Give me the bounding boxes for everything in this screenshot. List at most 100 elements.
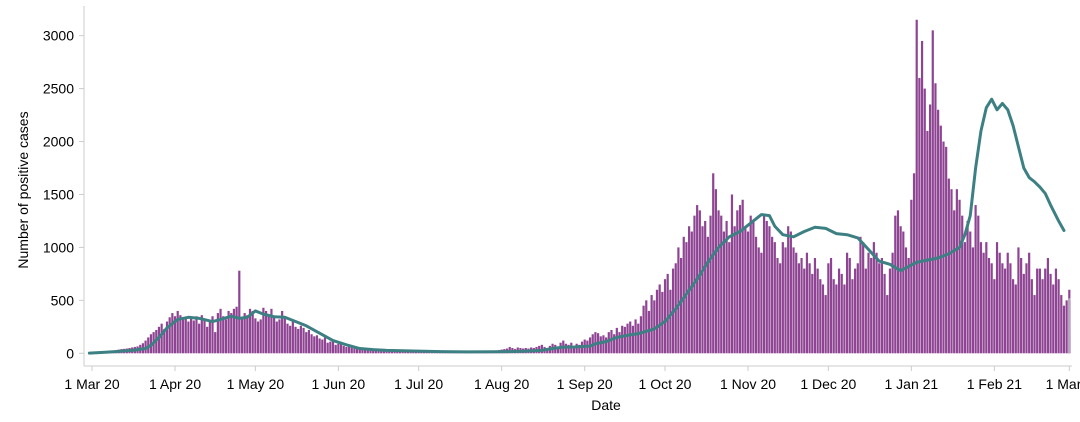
case-bar (187, 321, 190, 354)
case-bar (875, 252, 878, 354)
x-tick-label: 1 Aug 20 (474, 376, 529, 392)
case-bar (714, 189, 717, 354)
case-bar (752, 220, 755, 354)
case-bar (307, 330, 311, 354)
case-bar (230, 313, 233, 354)
case-bar (886, 295, 889, 354)
case-bar (899, 226, 902, 354)
case-bar (773, 242, 776, 354)
case-bar (650, 295, 653, 354)
case-bar (572, 345, 576, 354)
case-bar (1044, 268, 1047, 354)
case-bar (556, 346, 560, 354)
case-bar (776, 258, 779, 354)
case-bar (979, 242, 983, 354)
case-bar (701, 226, 704, 354)
case-bar (728, 242, 731, 354)
case-bar (227, 310, 230, 354)
case-bar (323, 337, 327, 354)
case-bar (326, 342, 329, 354)
case-bar (854, 268, 857, 354)
case-bar (829, 258, 833, 354)
case-bar (813, 258, 817, 354)
case-bar (934, 83, 937, 354)
case-bar (222, 316, 225, 354)
case-bar (658, 284, 661, 354)
case-bar (990, 263, 993, 354)
case-bar (334, 344, 337, 354)
case-bar (208, 321, 211, 354)
case-bar (974, 205, 977, 354)
case-bar (567, 344, 570, 354)
case-bar (382, 350, 385, 354)
case-bar (859, 236, 862, 354)
case-bar (173, 316, 177, 354)
x-tick-label: 1 Mar 2 (1046, 376, 1080, 392)
case-bar (698, 210, 701, 354)
case-bar (345, 346, 348, 354)
case-bar (717, 210, 720, 354)
x-tick-label: 1 Feb 21 (967, 376, 1022, 392)
case-bar (832, 279, 835, 354)
case-bar (679, 258, 683, 354)
axes-layer (83, 6, 1072, 367)
case-bar (942, 141, 945, 354)
y-tick-label: 0 (66, 345, 74, 361)
case-bar (575, 343, 578, 354)
case-bar (1022, 273, 1025, 354)
case-bar (1014, 284, 1017, 354)
case-bar (364, 349, 367, 354)
case-bar (361, 348, 364, 354)
case-bar (995, 242, 999, 354)
case-bar (961, 215, 964, 354)
case-bar (746, 231, 750, 354)
case-bar (1065, 300, 1068, 354)
case-bar (928, 104, 932, 354)
case-bar (605, 337, 608, 354)
case-bar (251, 310, 254, 354)
x-tick-label: 1 May 20 (227, 376, 285, 392)
case-bar (760, 252, 763, 354)
case-bar (610, 330, 613, 354)
case-bar (779, 263, 782, 354)
case-bar (784, 247, 787, 354)
case-bar (971, 247, 975, 354)
case-bar (757, 247, 760, 354)
case-bar (347, 344, 351, 354)
case-bar (615, 327, 618, 354)
case-bar (856, 263, 859, 354)
case-bar (623, 326, 626, 354)
case-bar (958, 199, 961, 354)
case-bar (243, 313, 246, 354)
case-bar (955, 189, 958, 354)
case-bar (666, 273, 669, 354)
case-bar (313, 336, 316, 354)
case-bar (634, 319, 637, 354)
case-bar (811, 273, 814, 354)
case-bar (224, 319, 228, 354)
case-bar (281, 310, 284, 354)
case-bar (168, 317, 171, 354)
case-bar (862, 242, 865, 354)
case-bar (902, 231, 905, 354)
case-bar (1009, 263, 1012, 354)
case-bar (950, 189, 953, 354)
case-bar (888, 268, 892, 354)
case-bar (278, 319, 281, 354)
seven-day-average-line (87, 97, 1066, 355)
case-bar (805, 252, 809, 354)
case-bar (273, 316, 276, 354)
case-bar (741, 199, 744, 354)
case-bar (1046, 258, 1049, 354)
case-bar (190, 317, 193, 354)
y-tick-label: 500 (51, 292, 75, 308)
case-bar (880, 258, 883, 354)
case-bar (765, 220, 768, 354)
y-tick-label: 2500 (43, 81, 74, 97)
case-bar (200, 315, 203, 354)
case-bar (824, 295, 827, 354)
case-bar (390, 350, 394, 354)
case-bar (214, 332, 217, 354)
case-bar (275, 321, 278, 354)
